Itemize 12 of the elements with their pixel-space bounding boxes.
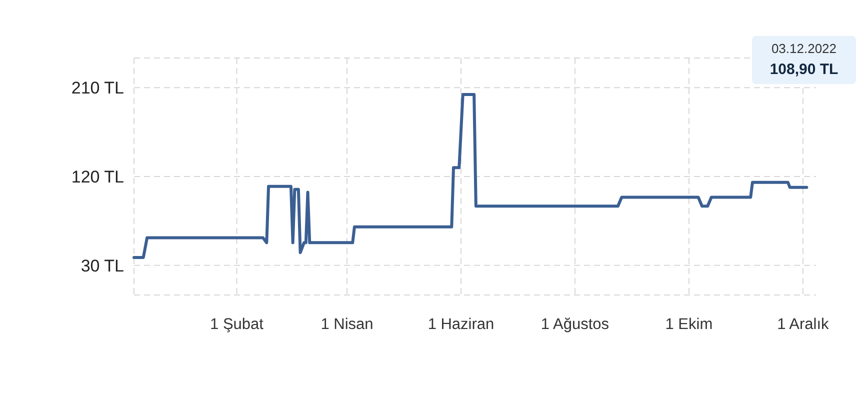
line-series <box>132 93 808 259</box>
text: 03.12.2022 <box>771 41 837 56</box>
y-tick-label: 120 TL <box>71 167 124 186</box>
y-tick-label: 210 TL <box>71 78 124 98</box>
x-tick-label: 1 Ağustos <box>540 316 610 333</box>
annotation: 108,90 TL <box>770 61 838 78</box>
x-tick-label: 1 Ekim <box>665 316 713 333</box>
y-tick-label: 30 TL <box>80 256 124 276</box>
x-tick-label: 1 Nisan <box>320 316 374 333</box>
x-tick-label: 1 Şubat <box>210 316 264 333</box>
x-tick-label: 1 Aralık <box>777 316 830 333</box>
x-tick-label: 1 Haziran <box>428 316 494 333</box>
